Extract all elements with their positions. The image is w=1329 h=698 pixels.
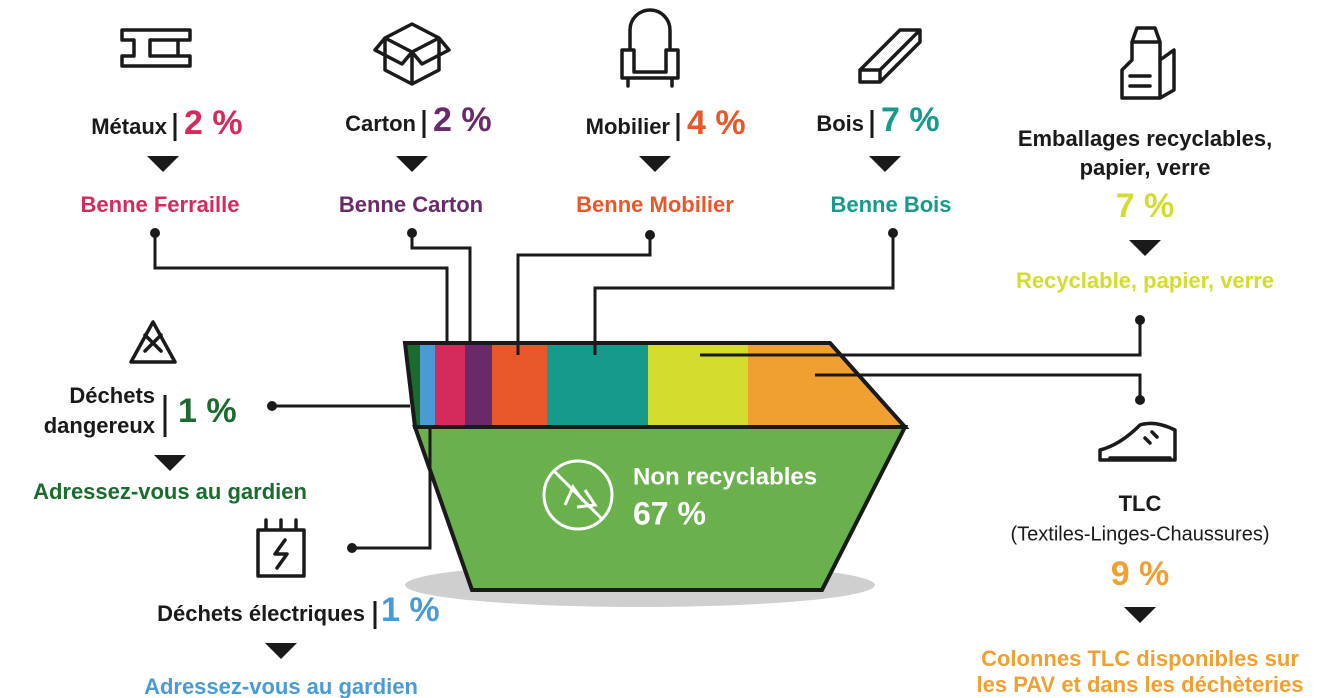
stream-name: Déchets électriques — [157, 601, 365, 626]
stream-destination: Benne Mobilier — [576, 192, 734, 217]
stream-share: 7 % — [1116, 187, 1175, 225]
stream-name: Bois — [816, 111, 864, 136]
infographic: Non recyclables 67 % Métaux 2 % — [0, 0, 1329, 698]
stream-name: Métaux — [91, 114, 168, 139]
stream-destination: Adressez-vous au gardien — [144, 674, 418, 698]
stream-name: papier, verre — [1080, 155, 1211, 180]
stream-share: 2 % — [184, 104, 243, 142]
stream-destination: Benne Bois — [830, 192, 951, 217]
stream-name: Déchets — [69, 383, 155, 408]
stream-destination: Benne Ferraille — [81, 192, 240, 217]
stream-name: Emballages recyclables, — [1018, 126, 1272, 151]
center-label: Non recyclables — [633, 463, 817, 490]
stream-destination: Adressez-vous au gardien — [33, 479, 307, 504]
stream-name: Carton — [345, 111, 416, 136]
stream-destination: Recyclable, papier, verre — [1016, 268, 1274, 293]
center-share: 67 % — [633, 495, 706, 531]
stream-destination: Benne Carton — [339, 192, 483, 217]
stream-name: dangereux — [44, 413, 156, 438]
stream-note: (Textiles-Linges-Chaussures) — [1011, 523, 1270, 545]
stream-name: Mobilier — [586, 114, 671, 139]
stream-share: 2 % — [433, 101, 492, 139]
stream-name: TLC — [1119, 491, 1162, 516]
stream-share: 1 % — [381, 591, 440, 629]
stream-share: 7 % — [881, 101, 940, 139]
stream-share: 1 % — [178, 392, 237, 430]
stream-share: 4 % — [687, 104, 746, 142]
stream-destination: Colonnes TLC disponibles sur — [981, 646, 1299, 671]
stream-destination: les PAV et dans les déchèteries — [977, 672, 1304, 697]
stream-share: 9 % — [1111, 555, 1170, 593]
